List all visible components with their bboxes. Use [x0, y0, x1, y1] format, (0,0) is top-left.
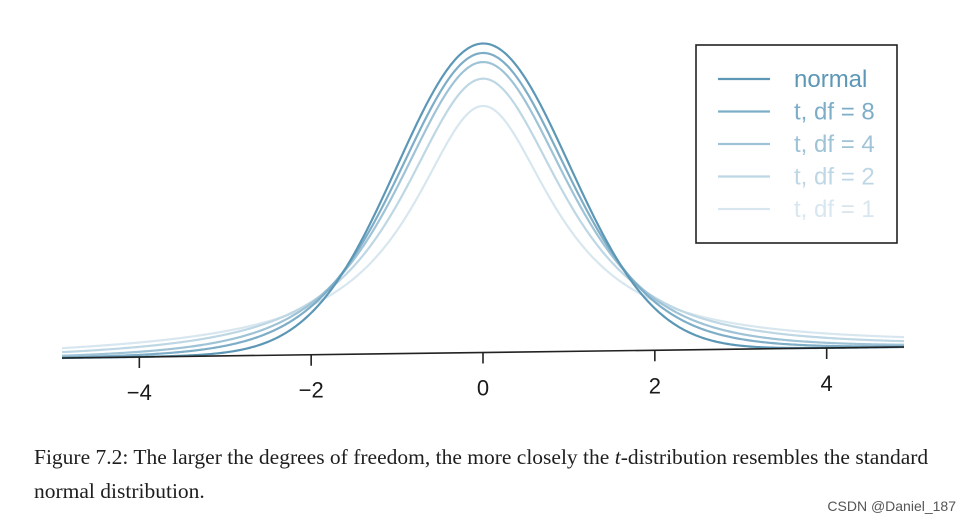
x-axis-ticks: −4 −2 0 2 4 — [127, 348, 833, 405]
x-tick-label: −2 — [299, 378, 324, 403]
curve-t-df-4 — [61, 60, 905, 357]
watermark: CSDN @Daniel_187 — [827, 498, 956, 514]
curve-t-df-8 — [61, 51, 904, 359]
legend-label: t, df = 8 — [794, 99, 875, 126]
x-tick-label: 2 — [649, 373, 661, 398]
legend-label: t, df = 1 — [794, 196, 875, 223]
figure-caption: Figure 7.2: The larger the degrees of fr… — [34, 440, 944, 508]
curves-group — [61, 42, 905, 360]
x-tick-label: 0 — [477, 376, 489, 401]
x-tick-label: −4 — [127, 380, 152, 405]
legend-label: t, df = 4 — [794, 131, 875, 158]
legend-items: normal t, df = 8 t, df = 4 t, df = 2 t, df =… — [718, 66, 875, 223]
caption-prefix: Figure 7.2: The larger the degrees of fr… — [34, 445, 615, 469]
legend-label: t, df = 2 — [794, 164, 875, 191]
curve-normal — [61, 42, 905, 360]
x-tick-label: 4 — [821, 371, 833, 396]
legend-label: normal — [794, 66, 867, 93]
t-distribution-chart: −4 −2 0 2 4 normal t, df = 8 t, df = 4 t, df = … — [61, 42, 905, 405]
curve-t-df-2 — [61, 77, 905, 354]
curve-t-df-1 — [61, 104, 905, 350]
caption-italic: t — [614, 445, 621, 469]
legend: normal t, df = 8 t, df = 4 t, df = 2 t, df =… — [695, 44, 898, 244]
caption-suffix: -distribution resembles the standard nor… — [34, 445, 929, 503]
